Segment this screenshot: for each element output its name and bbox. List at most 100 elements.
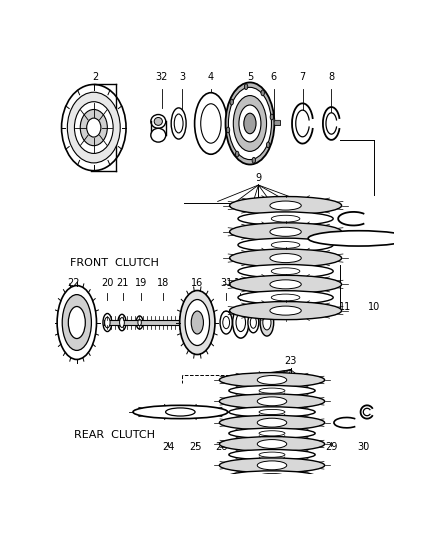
Text: 22: 22 [67, 278, 80, 288]
Ellipse shape [238, 264, 333, 278]
Ellipse shape [271, 294, 300, 301]
Ellipse shape [171, 108, 186, 139]
Ellipse shape [67, 92, 120, 163]
Ellipse shape [270, 201, 301, 210]
Ellipse shape [244, 84, 248, 90]
Ellipse shape [229, 449, 315, 460]
Ellipse shape [62, 295, 92, 350]
Ellipse shape [238, 238, 333, 252]
Text: 25: 25 [189, 442, 202, 452]
Ellipse shape [263, 315, 271, 330]
Ellipse shape [191, 311, 203, 334]
Ellipse shape [151, 128, 166, 142]
Ellipse shape [233, 95, 267, 151]
Ellipse shape [201, 104, 221, 143]
Text: REAR  CLUTCH: REAR CLUTCH [74, 430, 155, 440]
Ellipse shape [230, 197, 342, 215]
Ellipse shape [219, 415, 325, 430]
Ellipse shape [174, 114, 183, 133]
Ellipse shape [230, 302, 342, 320]
Text: 13: 13 [261, 278, 273, 288]
Ellipse shape [136, 316, 143, 329]
Ellipse shape [226, 83, 274, 165]
Ellipse shape [185, 300, 209, 345]
Ellipse shape [252, 157, 255, 163]
Ellipse shape [219, 394, 325, 409]
Ellipse shape [138, 319, 141, 326]
Ellipse shape [260, 309, 274, 336]
Ellipse shape [257, 397, 287, 406]
Ellipse shape [248, 312, 259, 333]
Text: 28: 28 [281, 442, 293, 452]
Ellipse shape [57, 286, 96, 359]
Text: 11: 11 [339, 302, 351, 312]
Text: 18: 18 [157, 278, 170, 288]
Ellipse shape [270, 227, 301, 236]
Text: 3: 3 [179, 72, 185, 83]
Ellipse shape [257, 418, 287, 427]
Text: 9: 9 [255, 173, 261, 183]
Ellipse shape [87, 118, 101, 137]
Ellipse shape [270, 280, 301, 289]
Text: 21: 21 [117, 278, 129, 288]
Text: 8: 8 [328, 72, 335, 83]
Ellipse shape [236, 151, 239, 157]
Text: 5: 5 [247, 72, 253, 83]
Ellipse shape [257, 376, 287, 384]
Text: 30: 30 [357, 442, 370, 452]
Bar [104, 320, 194, 325]
Ellipse shape [74, 102, 113, 154]
Ellipse shape [220, 311, 232, 334]
Text: 23: 23 [284, 356, 297, 366]
Ellipse shape [257, 440, 287, 448]
Ellipse shape [261, 90, 265, 96]
Ellipse shape [230, 99, 233, 105]
Text: 29: 29 [325, 442, 338, 452]
Ellipse shape [103, 117, 120, 139]
Ellipse shape [308, 231, 409, 246]
Text: 15: 15 [233, 278, 246, 288]
Ellipse shape [270, 114, 274, 120]
Ellipse shape [229, 407, 315, 417]
Ellipse shape [230, 276, 342, 293]
Text: 16: 16 [191, 278, 203, 288]
Text: 32: 32 [155, 72, 168, 83]
Ellipse shape [103, 313, 112, 332]
Ellipse shape [270, 306, 301, 315]
Ellipse shape [151, 115, 166, 128]
Ellipse shape [219, 437, 325, 451]
Ellipse shape [68, 306, 85, 338]
Ellipse shape [229, 428, 315, 439]
Text: 10: 10 [368, 302, 380, 312]
Text: 4: 4 [208, 72, 214, 83]
Ellipse shape [226, 127, 230, 133]
Text: FRONT  CLUTCH: FRONT CLUTCH [70, 258, 159, 268]
Ellipse shape [154, 117, 162, 125]
Ellipse shape [229, 87, 272, 159]
Text: 6: 6 [271, 72, 277, 83]
Ellipse shape [270, 254, 301, 263]
Ellipse shape [271, 215, 300, 222]
Ellipse shape [271, 268, 300, 274]
Text: 26: 26 [215, 442, 227, 452]
Ellipse shape [105, 317, 110, 328]
Bar [274, 120, 280, 125]
Ellipse shape [120, 318, 124, 327]
Ellipse shape [194, 93, 227, 154]
Ellipse shape [180, 290, 215, 354]
Text: 2: 2 [92, 72, 99, 83]
Ellipse shape [118, 314, 126, 330]
Ellipse shape [244, 113, 256, 134]
Text: 14: 14 [247, 278, 259, 288]
Text: 27: 27 [237, 442, 249, 452]
Ellipse shape [230, 249, 342, 267]
Ellipse shape [233, 307, 249, 338]
Ellipse shape [61, 84, 126, 171]
Text: 19: 19 [135, 278, 148, 288]
Ellipse shape [266, 142, 270, 148]
Text: 20: 20 [101, 278, 113, 288]
Text: 31: 31 [220, 278, 232, 288]
Ellipse shape [229, 471, 315, 481]
Text: 12: 12 [272, 302, 285, 312]
Ellipse shape [219, 458, 325, 473]
